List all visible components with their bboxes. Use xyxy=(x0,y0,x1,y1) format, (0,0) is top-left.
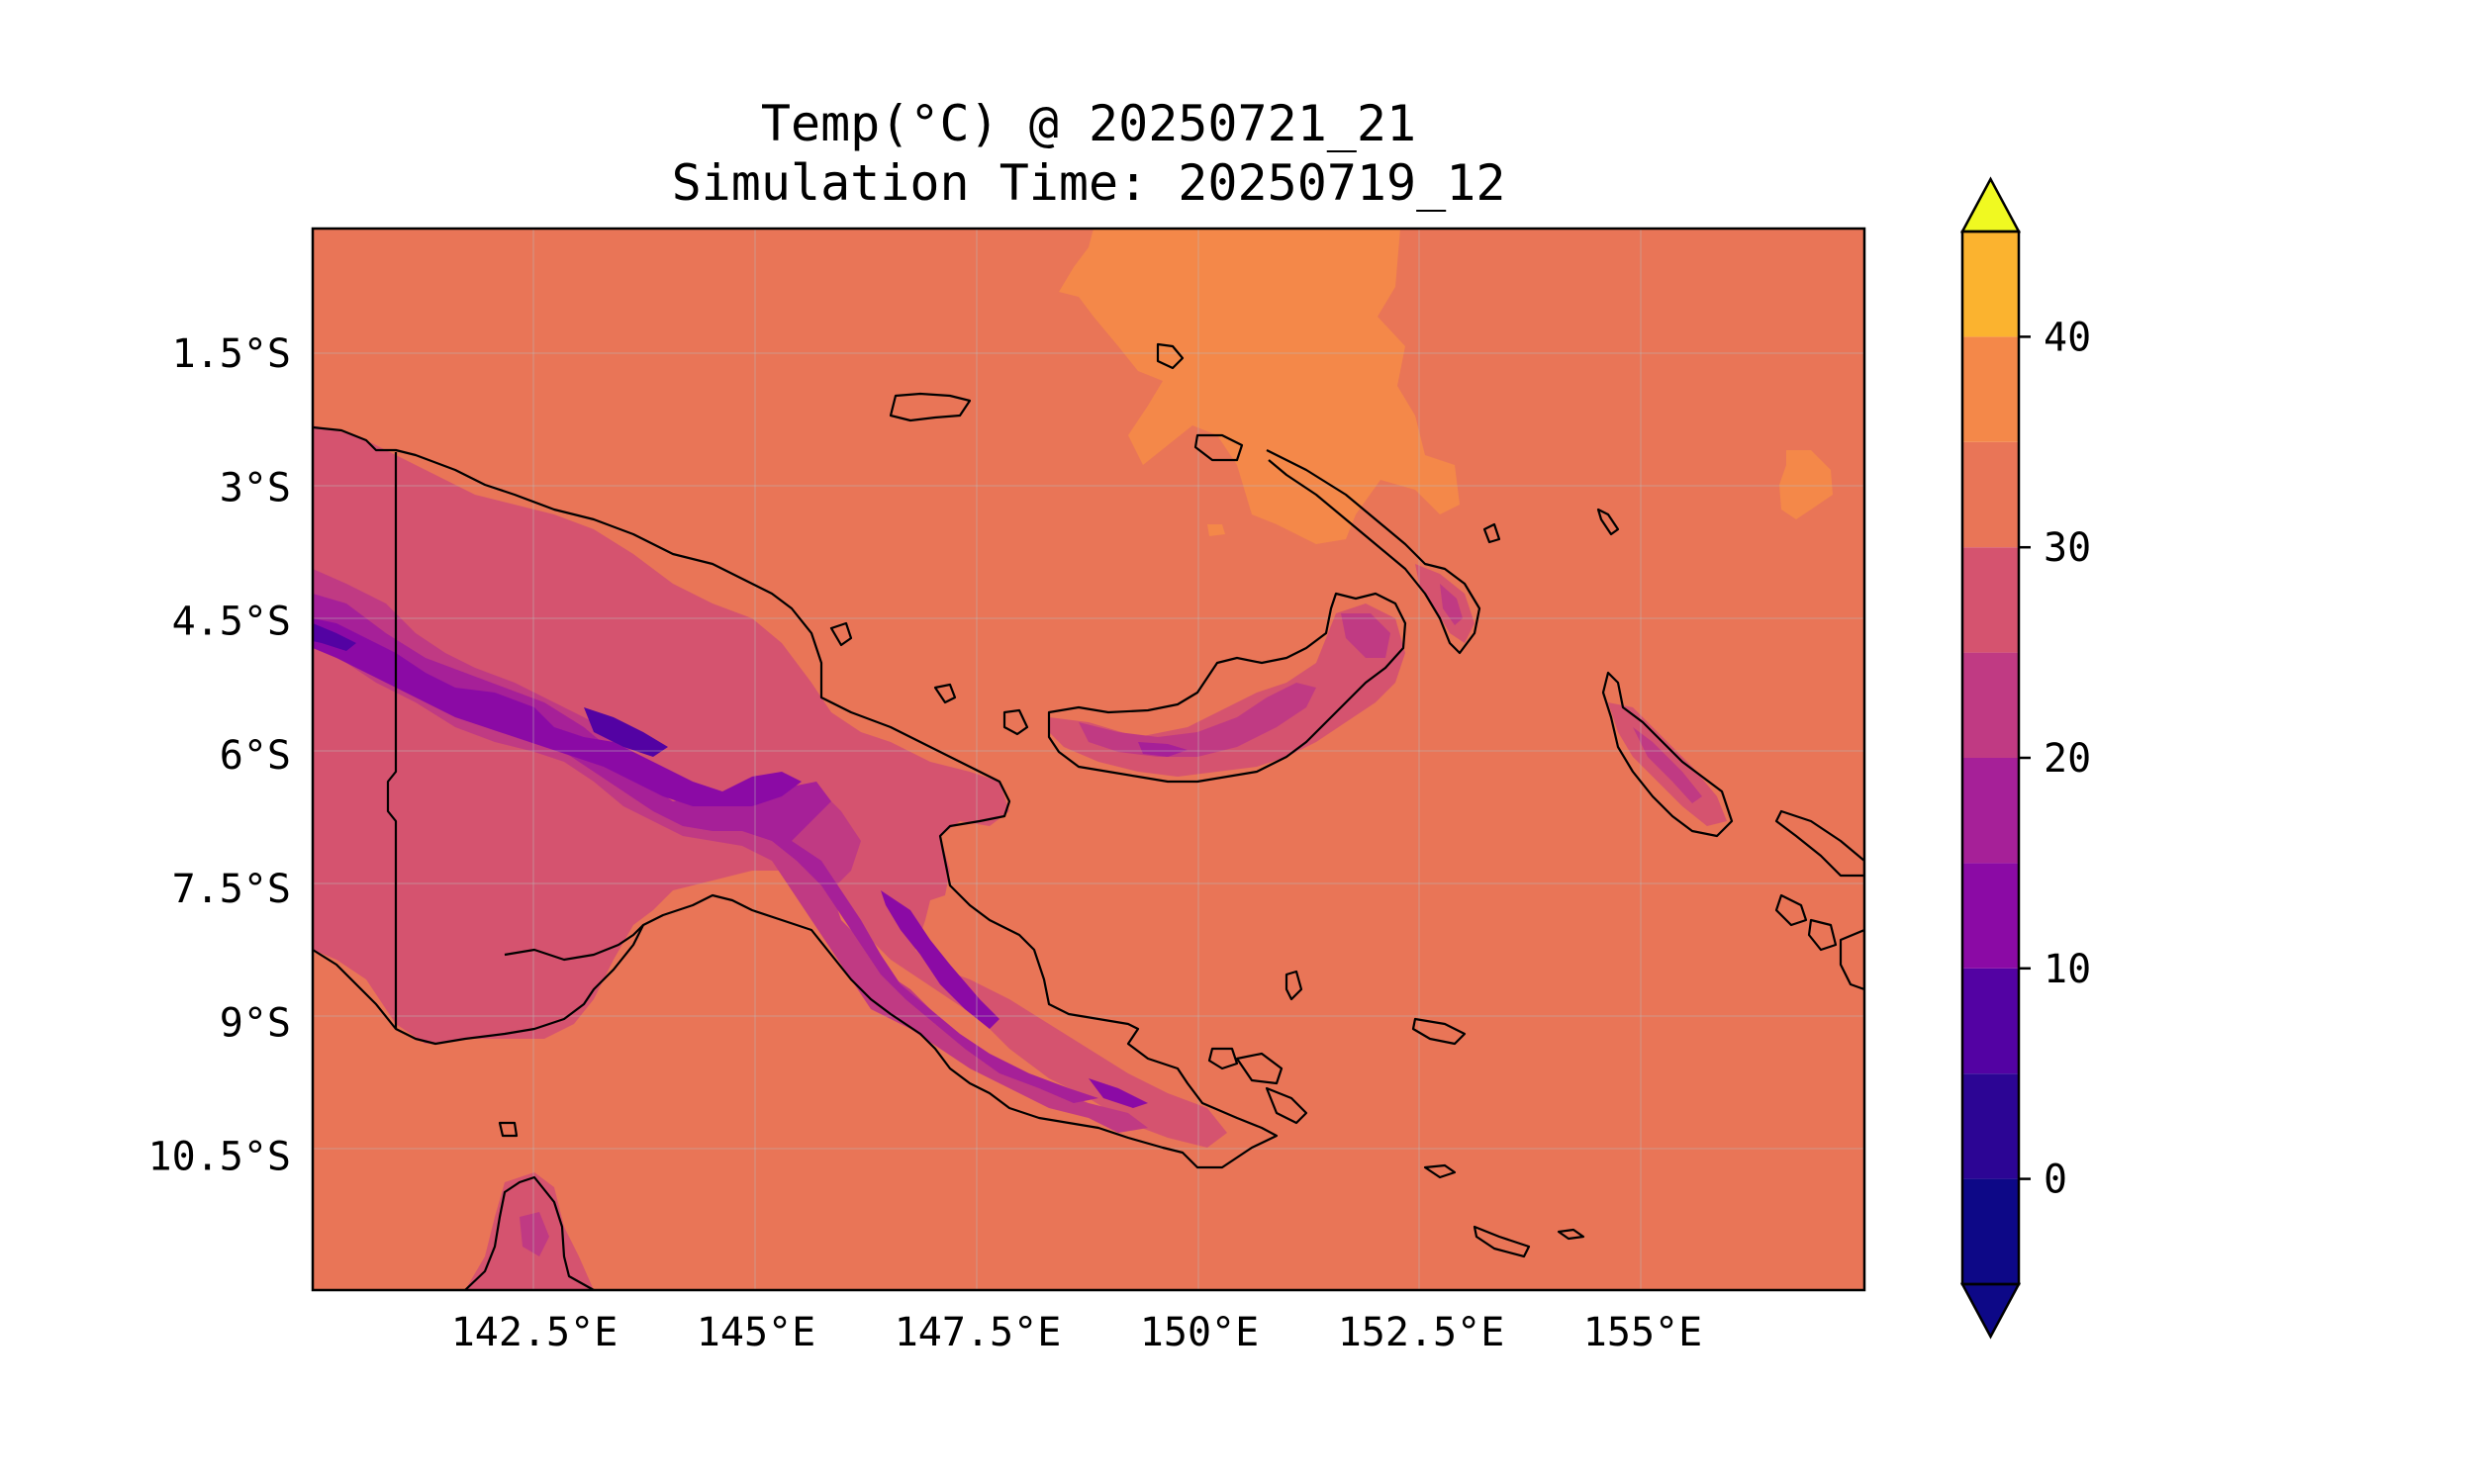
coastline-island-a xyxy=(1156,342,1185,370)
contour-15-20-bougainville xyxy=(1633,727,1702,803)
coastline-solomon-f xyxy=(1839,928,1864,991)
coastline-torres xyxy=(498,1121,519,1138)
coastline-new-guinea xyxy=(313,425,1279,1169)
map-title: Temp(°C) @ 20250721_21 Simulation Time: … xyxy=(313,94,1864,213)
coastline-new-britain xyxy=(1047,592,1407,784)
colorbar-segment xyxy=(1962,758,2019,864)
coastline-umboi xyxy=(1002,708,1029,736)
colorbar-segment xyxy=(1962,1178,2019,1284)
coastline-fly-river xyxy=(504,924,644,962)
colorbar-over-arrow xyxy=(1959,176,2022,233)
lat-tick-label: 7.5°S xyxy=(172,867,291,912)
colorbar-tick-label: 10 xyxy=(2044,947,2091,992)
lon-tick-label: 147.5°E xyxy=(895,1310,1062,1355)
lat-tick-label: 6°S xyxy=(220,733,291,779)
contour-30-35-north xyxy=(1059,229,1460,544)
colorbar-segment xyxy=(1962,336,2019,442)
gridlines xyxy=(313,229,1864,1290)
lon-tick-label: 145°E xyxy=(697,1310,815,1355)
colorbar-tick-label: 30 xyxy=(2044,525,2091,571)
contour-10-15-nb xyxy=(1138,742,1188,757)
coastline-new-ireland xyxy=(1266,449,1481,655)
lat-tick-label: 4.5°S xyxy=(172,600,291,645)
colorbar-tick-label: 0 xyxy=(2044,1158,2067,1203)
coastline-border xyxy=(386,452,398,1029)
colorbar-segment xyxy=(1962,652,2019,758)
contour-5-10-core xyxy=(313,618,802,806)
coastline-karkar xyxy=(829,621,853,647)
colorbar-segment xyxy=(1962,1073,2019,1179)
contour-0-5-core2 xyxy=(584,707,668,757)
coastline-longisland xyxy=(933,683,957,704)
coastline-misima xyxy=(1557,1228,1585,1241)
colorbar-segment xyxy=(1962,232,2019,337)
contour-0-5-core xyxy=(313,623,356,651)
title-line-1: Temp(°C) @ 20250721_21 xyxy=(760,95,1417,152)
contour-30-35-small xyxy=(1207,524,1225,536)
longitude-tick-labels: 142.5°E 145°E 147.5°E 150°E 152.5°E 155°E xyxy=(451,1310,1703,1355)
coastline-buka xyxy=(1596,508,1620,536)
map-frame xyxy=(311,227,1866,1292)
contour-15-20-newbritain-east xyxy=(1341,613,1390,658)
coastline-trobriand xyxy=(1207,1047,1239,1070)
contour-15-20-capeyork xyxy=(520,1212,549,1256)
coastline-choiseul xyxy=(1774,809,1864,878)
lat-tick-label: 1.5°S xyxy=(172,331,291,377)
coastline-tabar xyxy=(1482,522,1501,544)
coastline-tagula xyxy=(1423,1163,1457,1179)
lon-tick-label: 152.5°E xyxy=(1338,1310,1505,1355)
colorbar-tick-label: 40 xyxy=(2044,315,2091,360)
title-line-2: Simulation Time: 20250719_12 xyxy=(671,154,1506,212)
coastline-fergusson xyxy=(1235,1052,1284,1085)
coastline-solomon-e xyxy=(1807,918,1838,952)
colorbar-segment xyxy=(1962,968,2019,1074)
colorbar-segment xyxy=(1962,441,2019,548)
lat-tick-label: 3°S xyxy=(220,465,291,510)
coastline-normanby xyxy=(1265,1086,1308,1125)
lon-tick-label: 155°E xyxy=(1583,1310,1702,1355)
contour-5-10-south xyxy=(881,890,999,1029)
coastline-rossel xyxy=(1473,1225,1531,1258)
coastline-goodenough xyxy=(1285,970,1303,1001)
lat-tick-label: 9°S xyxy=(220,1000,291,1046)
coastline-new-hanover xyxy=(1193,433,1244,462)
contour-5-10-southeast xyxy=(1089,1078,1148,1108)
coastline-woodlark xyxy=(1411,1017,1467,1046)
contour-15-20-newbritain xyxy=(1079,683,1316,757)
contour-15-20-newireland xyxy=(1440,584,1463,625)
colorbar-segment xyxy=(1962,547,2019,653)
colorbar-segment xyxy=(1962,863,2019,969)
latitude-tick-labels: 1.5°S 3°S 4.5°S 6°S 7.5°S 9°S 10.5°S xyxy=(148,331,292,1180)
contour-30-35-east xyxy=(1779,450,1833,519)
coastlines xyxy=(313,342,1864,1290)
temperature-contours xyxy=(313,229,1833,1290)
lon-tick-label: 142.5°E xyxy=(451,1310,618,1355)
coastline-bougainville xyxy=(1601,671,1734,838)
lat-tick-label: 10.5°S xyxy=(148,1135,292,1180)
colorbar-tick-label: 20 xyxy=(2044,736,2091,782)
map-panel xyxy=(311,227,1866,1292)
coastline-santa-isabel xyxy=(1774,893,1808,927)
coastline-cape-york xyxy=(464,1175,595,1290)
coastline-manus xyxy=(889,392,972,422)
lon-tick-label: 150°E xyxy=(1140,1310,1259,1355)
colorbar: 0 10 20 30 40 xyxy=(1959,176,2091,1340)
colorbar-under-arrow xyxy=(1959,1282,2022,1340)
